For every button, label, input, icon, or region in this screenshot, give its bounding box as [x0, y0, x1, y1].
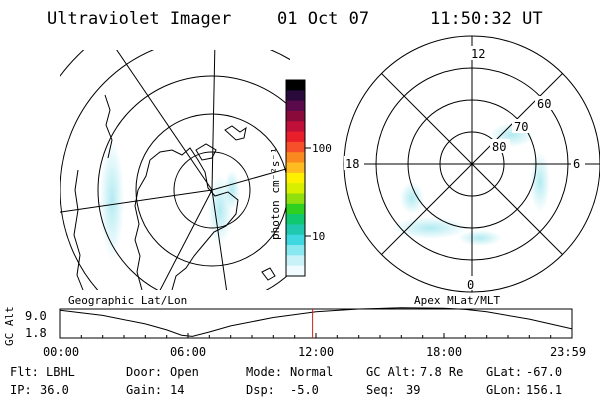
geo-meridian: [211, 189, 228, 290]
status-glon-value: 156.1: [526, 383, 562, 397]
status-glat-label: GLat:: [486, 365, 522, 379]
colorbar-band: [286, 224, 305, 236]
colorbar-band: [286, 245, 305, 256]
mlt-label-0: 0: [467, 278, 474, 292]
coastline: [261, 267, 276, 281]
coastline: [195, 143, 217, 161]
orbit-altitude-line: [59, 307, 572, 337]
x-tick-label: 12:00: [298, 345, 334, 359]
colorbar-band: [286, 255, 305, 267]
colorbar-band: [286, 121, 305, 133]
colorbar-label: photon cm⁻²s⁻¹: [269, 147, 282, 240]
header-time: 11:50:32 UT: [430, 9, 543, 29]
chart-ticks: [59, 333, 573, 338]
geo-meridian: [211, 167, 290, 191]
status-mode-value: Normal: [290, 365, 333, 379]
geo-meridian: [211, 50, 216, 191]
status-ip-label: IP:: [10, 383, 32, 397]
header-date: 01 Oct 07: [277, 9, 369, 29]
geo-map-label: Geographic Lat/Lon: [68, 294, 187, 307]
colorbar-band: [286, 214, 305, 225]
colorbar: 100 10 photon cm⁻²s⁻¹: [269, 79, 332, 277]
y-axis-label: GC Alt: [3, 306, 16, 346]
status-flt-value: LBHL: [46, 365, 75, 379]
coastline: [149, 147, 239, 290]
mag-map-label: Apex MLat/MLT: [414, 294, 500, 307]
colorbar-band: [286, 162, 305, 174]
status-gain-value: 14: [170, 383, 184, 397]
status-door-value: Open: [170, 365, 199, 379]
status-block: Flt: LBHL Door: Open Mode: Normal GC Alt…: [10, 365, 562, 397]
mlt-label-12: 12: [471, 47, 485, 61]
status-door-label: Door:: [126, 365, 162, 379]
mlat-label-70: 70: [514, 120, 528, 134]
colorbar-band: [286, 141, 305, 153]
colorbar-band: [286, 100, 305, 112]
mag-plot-labels: 12 18 6 0 80 70 60: [344, 46, 585, 292]
colorbar-band: [286, 193, 305, 205]
orbit-chart: 9.0 1.8 GC Alt 00:00 06:00 12:00 18:00 2…: [3, 306, 586, 359]
colorbar-band: [286, 172, 305, 184]
status-seq-value: 39: [406, 383, 420, 397]
status-dsp-value: -5.0: [290, 383, 319, 397]
status-glat-value: -67.0: [526, 365, 562, 379]
x-tick-label: 06:00: [170, 345, 206, 359]
x-tick-label: 23:59: [550, 345, 586, 359]
status-glon-label: GLon:: [486, 383, 522, 397]
colorbar-band: [286, 90, 305, 102]
coastline: [134, 159, 151, 290]
colorbar-tick-10: 10: [312, 230, 325, 243]
colorbar-band: [286, 203, 305, 215]
status-mode-label: Mode:: [246, 365, 282, 379]
status-ip-value: 36.0: [40, 383, 69, 397]
colorbar-band: [286, 183, 305, 194]
mlt-label-6: 6: [573, 157, 580, 171]
geo-lat-circle: [173, 151, 251, 229]
mlat-label-60: 60: [537, 97, 551, 111]
colorbar-band: [286, 131, 305, 143]
colorbar-band: [286, 265, 305, 277]
y-tick-9: 9.0: [25, 309, 47, 323]
mlat-label-80: 80: [492, 140, 506, 154]
status-gcalt-value: 7.8 Re: [420, 365, 463, 379]
status-dsp-label: Dsp:: [246, 383, 275, 397]
geographic-map: [60, 50, 290, 290]
mlt-label-18: 18: [345, 157, 359, 171]
y-tick-1-8: 1.8: [25, 326, 47, 340]
colorbar-band: [286, 80, 305, 91]
geo-meridian: [116, 50, 213, 191]
colorbar-bands: [286, 80, 305, 277]
coastline: [104, 94, 113, 159]
status-gain-label: Gain:: [126, 383, 162, 397]
mlt-line-diagonal: [381, 73, 563, 255]
geo-lat-circle: [97, 75, 290, 290]
colorbar-tick-100: 100: [312, 142, 332, 155]
aurora-glow-geo: [100, 140, 240, 260]
header-title: Ultraviolet Imager: [47, 9, 231, 29]
coastline: [73, 169, 84, 290]
magnetic-polar-plot: [343, 35, 600, 293]
x-tick-label: 00:00: [43, 345, 79, 359]
geo-meridian: [159, 189, 213, 290]
status-gcalt-label: GC Alt:: [366, 365, 417, 379]
status-flt-label: Flt:: [10, 365, 39, 379]
geo-meridian: [60, 189, 213, 213]
status-seq-label: Seq:: [366, 383, 395, 397]
colorbar-band: [286, 152, 305, 164]
colorbar-band: [286, 110, 305, 122]
coastline: [224, 125, 247, 141]
x-tick-label: 18:00: [426, 345, 462, 359]
colorbar-band: [286, 234, 305, 246]
colorbar-frame: [285, 79, 306, 277]
